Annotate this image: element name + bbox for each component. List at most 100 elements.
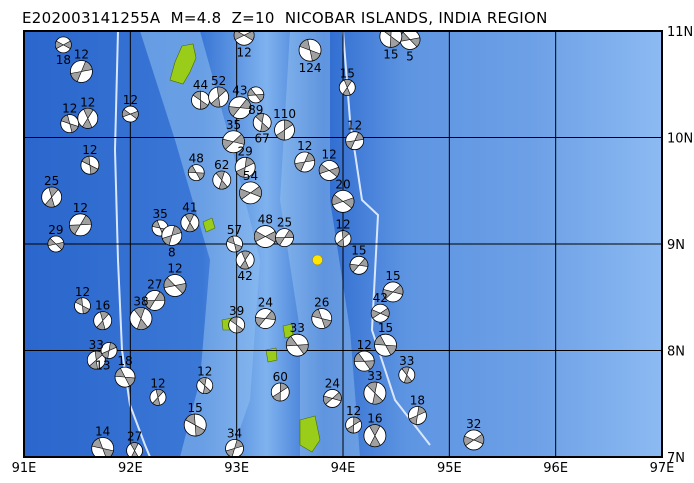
depth-label: 15 — [340, 66, 355, 80]
depth-label: 15 — [378, 321, 393, 335]
focal-mechanism-beachball[interactable] — [379, 25, 403, 48]
compression-quadrant — [318, 163, 340, 178]
focal-mechanism-beachball[interactable] — [100, 342, 118, 359]
focal-mechanism-beachball[interactable] — [233, 25, 255, 46]
focal-mechanism-beachball[interactable] — [331, 189, 355, 213]
lon-tick-label: 91E — [12, 461, 37, 476]
depth-label: 43 — [232, 84, 247, 98]
focal-mechanism-beachball[interactable] — [228, 96, 252, 120]
focal-mechanism-beachball[interactable] — [226, 235, 243, 253]
focal-mechanism-beachball[interactable] — [311, 308, 333, 329]
focal-mechanism-beachball[interactable] — [275, 228, 294, 248]
focal-mechanism-beachball[interactable] — [129, 307, 153, 330]
focal-mechanism-beachball[interactable] — [149, 388, 167, 406]
focal-mechanism-beachball[interactable] — [41, 186, 63, 208]
depth-label: 57 — [227, 223, 242, 237]
focal-mechanism-beachball[interactable] — [228, 316, 246, 334]
focal-mechanism-beachball[interactable] — [363, 381, 387, 405]
depth-label: 33 — [89, 338, 104, 352]
focal-mechanism-beachball[interactable] — [349, 255, 369, 275]
depth-label: 12 — [62, 102, 77, 116]
depth-label: 8 — [168, 245, 176, 259]
focal-mechanism-beachball[interactable] — [247, 86, 265, 104]
focal-mechanism-beachball[interactable] — [334, 230, 352, 248]
compression-quadrant — [69, 214, 92, 235]
focal-mechanism-beachball[interactable] — [254, 308, 276, 329]
compression-quadrant — [91, 437, 114, 457]
focal-mechanism-beachball[interactable] — [86, 350, 106, 370]
focal-mechanism-beachball[interactable] — [196, 377, 214, 395]
focal-mechanism-beachball[interactable] — [345, 131, 365, 151]
focal-mechanism-beachball[interactable] — [345, 416, 363, 434]
compression-quadrant — [70, 60, 93, 83]
focal-mechanism-beachball[interactable] — [408, 406, 427, 425]
focal-mechanism-beachball[interactable] — [77, 107, 99, 129]
focal-mechanism-beachball[interactable] — [161, 225, 183, 246]
focal-mechanism-beachball[interactable] — [318, 160, 340, 181]
focal-mechanism-beachball[interactable] — [163, 274, 187, 297]
focal-mechanism-beachball[interactable] — [126, 442, 143, 459]
focal-mechanism-beachball[interactable] — [374, 333, 397, 357]
lat-tick-label: 10N — [667, 132, 693, 147]
depth-label: 44 — [193, 78, 208, 92]
focal-mechanism-beachball[interactable] — [187, 164, 205, 182]
focal-mechanism-beachball[interactable] — [80, 155, 100, 175]
focal-mechanism-beachball[interactable] — [91, 437, 115, 459]
lon-tick-label: 96E — [543, 461, 568, 476]
focal-mechanism-beachball[interactable] — [47, 235, 65, 253]
depth-label: 25 — [44, 174, 59, 188]
focal-mechanism-beachball[interactable] — [270, 382, 290, 402]
focal-mechanism-beachball[interactable] — [121, 105, 139, 123]
focal-mechanism-beachball[interactable] — [225, 439, 244, 457]
focal-mechanism-beachball[interactable] — [399, 30, 421, 50]
depth-label: 29 — [238, 144, 253, 158]
focal-mechanism-beachball[interactable] — [144, 290, 166, 311]
focal-mechanism-beachball[interactable] — [363, 424, 387, 448]
compression-quadrant — [184, 213, 196, 232]
focal-mechanism-beachball[interactable] — [222, 130, 245, 154]
focal-mechanism-beachball[interactable] — [93, 311, 113, 331]
focal-mechanism-beachball[interactable] — [298, 38, 322, 62]
focal-mechanism-beachball[interactable] — [74, 297, 91, 315]
depth-label: 12 — [347, 119, 362, 133]
focal-mechanism-beachball[interactable] — [191, 90, 210, 110]
focal-mechanism-beachball[interactable] — [252, 113, 272, 132]
focal-mechanism-beachball[interactable] — [338, 79, 356, 96]
compression-quadrant — [345, 132, 364, 150]
plate-boundary — [342, 31, 431, 446]
focal-mechanism-beachball[interactable] — [68, 213, 92, 237]
compression-quadrant — [122, 108, 139, 120]
compression-quadrant — [401, 366, 413, 384]
focal-mechanism-beachball[interactable] — [70, 60, 93, 83]
focal-mechanism-beachball[interactable] — [183, 413, 207, 437]
focal-mechanism-beachball[interactable] — [398, 366, 416, 384]
focal-mechanism-beachball[interactable] — [239, 181, 262, 205]
lon-tick-label: 97E — [650, 461, 675, 476]
focal-mechanism-beachball[interactable] — [54, 36, 72, 54]
focal-mechanism-beachball[interactable] — [285, 333, 309, 357]
focal-mechanism-beachball[interactable] — [180, 213, 200, 233]
focal-mechanism-beachball[interactable] — [274, 119, 295, 141]
focal-mechanism-beachball[interactable] — [382, 281, 404, 303]
island — [169, 43, 197, 85]
focal-mechanism-beachball[interactable] — [208, 86, 229, 108]
compression-quadrant — [294, 152, 315, 172]
focal-mechanism-beachball[interactable] — [234, 156, 256, 178]
lon-tick-label: 95E — [437, 461, 462, 476]
focal-mechanism-beachball[interactable] — [253, 225, 277, 248]
compression-quadrant — [215, 170, 228, 190]
focal-mechanism-beachball[interactable] — [114, 366, 136, 388]
depth-label: 12 — [75, 285, 90, 299]
depth-label: 12 — [335, 218, 350, 232]
focal-mechanism-beachball[interactable] — [463, 429, 485, 451]
depth-label: 35 — [152, 207, 167, 221]
focal-mechanism-beachball[interactable] — [212, 170, 232, 190]
focal-mechanism-beachball[interactable] — [294, 151, 316, 173]
focal-mechanism-beachball[interactable] — [322, 389, 342, 408]
compression-quadrant — [47, 237, 65, 251]
compression-quadrant — [463, 433, 485, 447]
focal-mechanism-beachball[interactable] — [235, 250, 255, 270]
focal-mechanism-beachball[interactable] — [370, 303, 390, 323]
focal-mechanism-beachball[interactable] — [353, 350, 375, 372]
focal-mechanism-beachball[interactable] — [60, 114, 80, 134]
